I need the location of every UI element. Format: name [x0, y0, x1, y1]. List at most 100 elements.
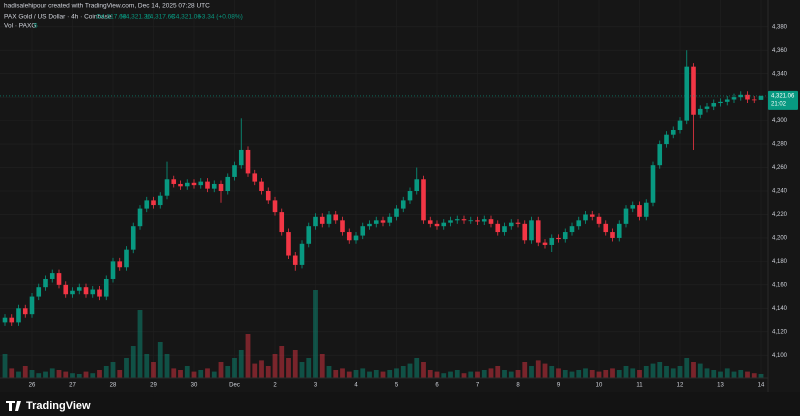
- candle-body: [218, 183, 224, 191]
- candle-body: [542, 242, 548, 245]
- volume-bar: [191, 371, 197, 378]
- candle-body: [29, 296, 35, 315]
- volume-bar: [576, 370, 582, 378]
- volume-bar: [461, 373, 467, 378]
- volume-bar: [49, 368, 55, 378]
- volume-bar: [292, 350, 298, 378]
- y-tick-label: 4,360: [772, 48, 788, 54]
- y-tick-label: 4,200: [772, 236, 788, 242]
- volume-bar: [43, 371, 48, 378]
- volume-bar: [711, 370, 717, 378]
- ohlc-low: L4,317.68: [146, 14, 175, 21]
- volume-bar: [562, 370, 568, 378]
- volume-bar: [313, 290, 318, 378]
- x-tick-label: 6: [435, 383, 439, 389]
- candle-body: [265, 191, 271, 201]
- candle-body: [616, 223, 622, 238]
- x-tick-label: 28: [110, 383, 117, 389]
- candle-body: [508, 222, 514, 227]
- volume-bar: [596, 371, 602, 378]
- y-tick-label: 4,100: [772, 353, 788, 359]
- candle-body: [211, 183, 217, 189]
- y-tick-label: 4,260: [772, 165, 788, 171]
- y-tick-label: 4,140: [772, 306, 788, 312]
- volume-last: 5: [34, 23, 38, 30]
- candle-body: [272, 200, 278, 213]
- candle-body: [704, 106, 710, 109]
- candle-body: [380, 220, 386, 223]
- candle-body: [36, 287, 42, 297]
- volume-bar: [394, 368, 399, 378]
- candle-body: [144, 200, 150, 209]
- candle-body: [319, 216, 325, 224]
- candle-body: [279, 212, 285, 233]
- candle-body: [522, 223, 528, 241]
- x-tick-label: 30: [191, 383, 198, 389]
- candle-body: [252, 173, 258, 182]
- brand: TradingView: [26, 400, 91, 412]
- ohlc-open: O4,317.68: [96, 14, 127, 21]
- candle-body: [117, 261, 123, 268]
- candle-body: [515, 222, 521, 224]
- candle-body: [576, 220, 582, 227]
- volume-bar: [218, 362, 224, 378]
- volume-bar: [245, 334, 251, 378]
- candle-body: [448, 220, 453, 223]
- candle-body: [286, 232, 291, 256]
- candle-body: [191, 182, 197, 186]
- candle-body: [333, 214, 339, 221]
- candle-body: [103, 278, 109, 297]
- volume-bar: [63, 371, 69, 378]
- candle-body: [346, 232, 352, 241]
- volume-bar: [535, 360, 541, 378]
- volume-bar: [151, 362, 156, 378]
- volume-bar: [724, 368, 730, 378]
- candle-body: [475, 220, 480, 222]
- volume-bar: [171, 368, 177, 378]
- volume-bar: [664, 366, 669, 378]
- candle-body: [630, 205, 636, 209]
- plot: [0, 0, 768, 378]
- candle-body: [360, 226, 366, 236]
- volume-bar: [360, 368, 366, 378]
- candle-body: [130, 226, 136, 250]
- volume-bar: [414, 358, 420, 378]
- x-tick-label: 13: [717, 383, 724, 389]
- volume-bar: [265, 366, 271, 378]
- candle-body: [70, 290, 75, 295]
- candle-body: [603, 223, 609, 233]
- candle-body: [326, 214, 332, 224]
- candle-body: [259, 181, 264, 191]
- volume-bar: [488, 368, 494, 378]
- x-tick-label: 2: [273, 383, 277, 389]
- volume-bar: [650, 363, 656, 378]
- candle-body: [623, 208, 629, 224]
- volume-bar: [630, 368, 636, 378]
- volume-bar: [326, 366, 332, 378]
- candle-body: [56, 273, 62, 285]
- footer: [0, 392, 800, 416]
- x-tick-label: 3: [314, 383, 318, 389]
- candle-body: [171, 179, 177, 184]
- candle-body: [589, 214, 595, 217]
- candle-body: [205, 181, 210, 189]
- x-tick-label: 4: [354, 383, 358, 389]
- candle-body: [43, 278, 48, 288]
- candle-body: [2, 317, 8, 323]
- candle-body: [610, 232, 615, 238]
- volume-bar: [522, 362, 528, 378]
- candle-body: [549, 237, 555, 245]
- x-tick-label: 9: [557, 383, 561, 389]
- candle-body: [495, 223, 501, 233]
- candle-body: [529, 220, 534, 241]
- candle-body: [76, 287, 82, 291]
- volume-bar: [387, 370, 393, 378]
- volume-title: Vol · PAXG: [4, 23, 36, 30]
- volume-bar: [677, 366, 683, 378]
- volume-bar: [475, 371, 480, 378]
- volume-bar: [232, 358, 237, 378]
- candle-body: [751, 99, 757, 101]
- candle-body: [670, 130, 676, 135]
- volume-bar: [400, 366, 406, 378]
